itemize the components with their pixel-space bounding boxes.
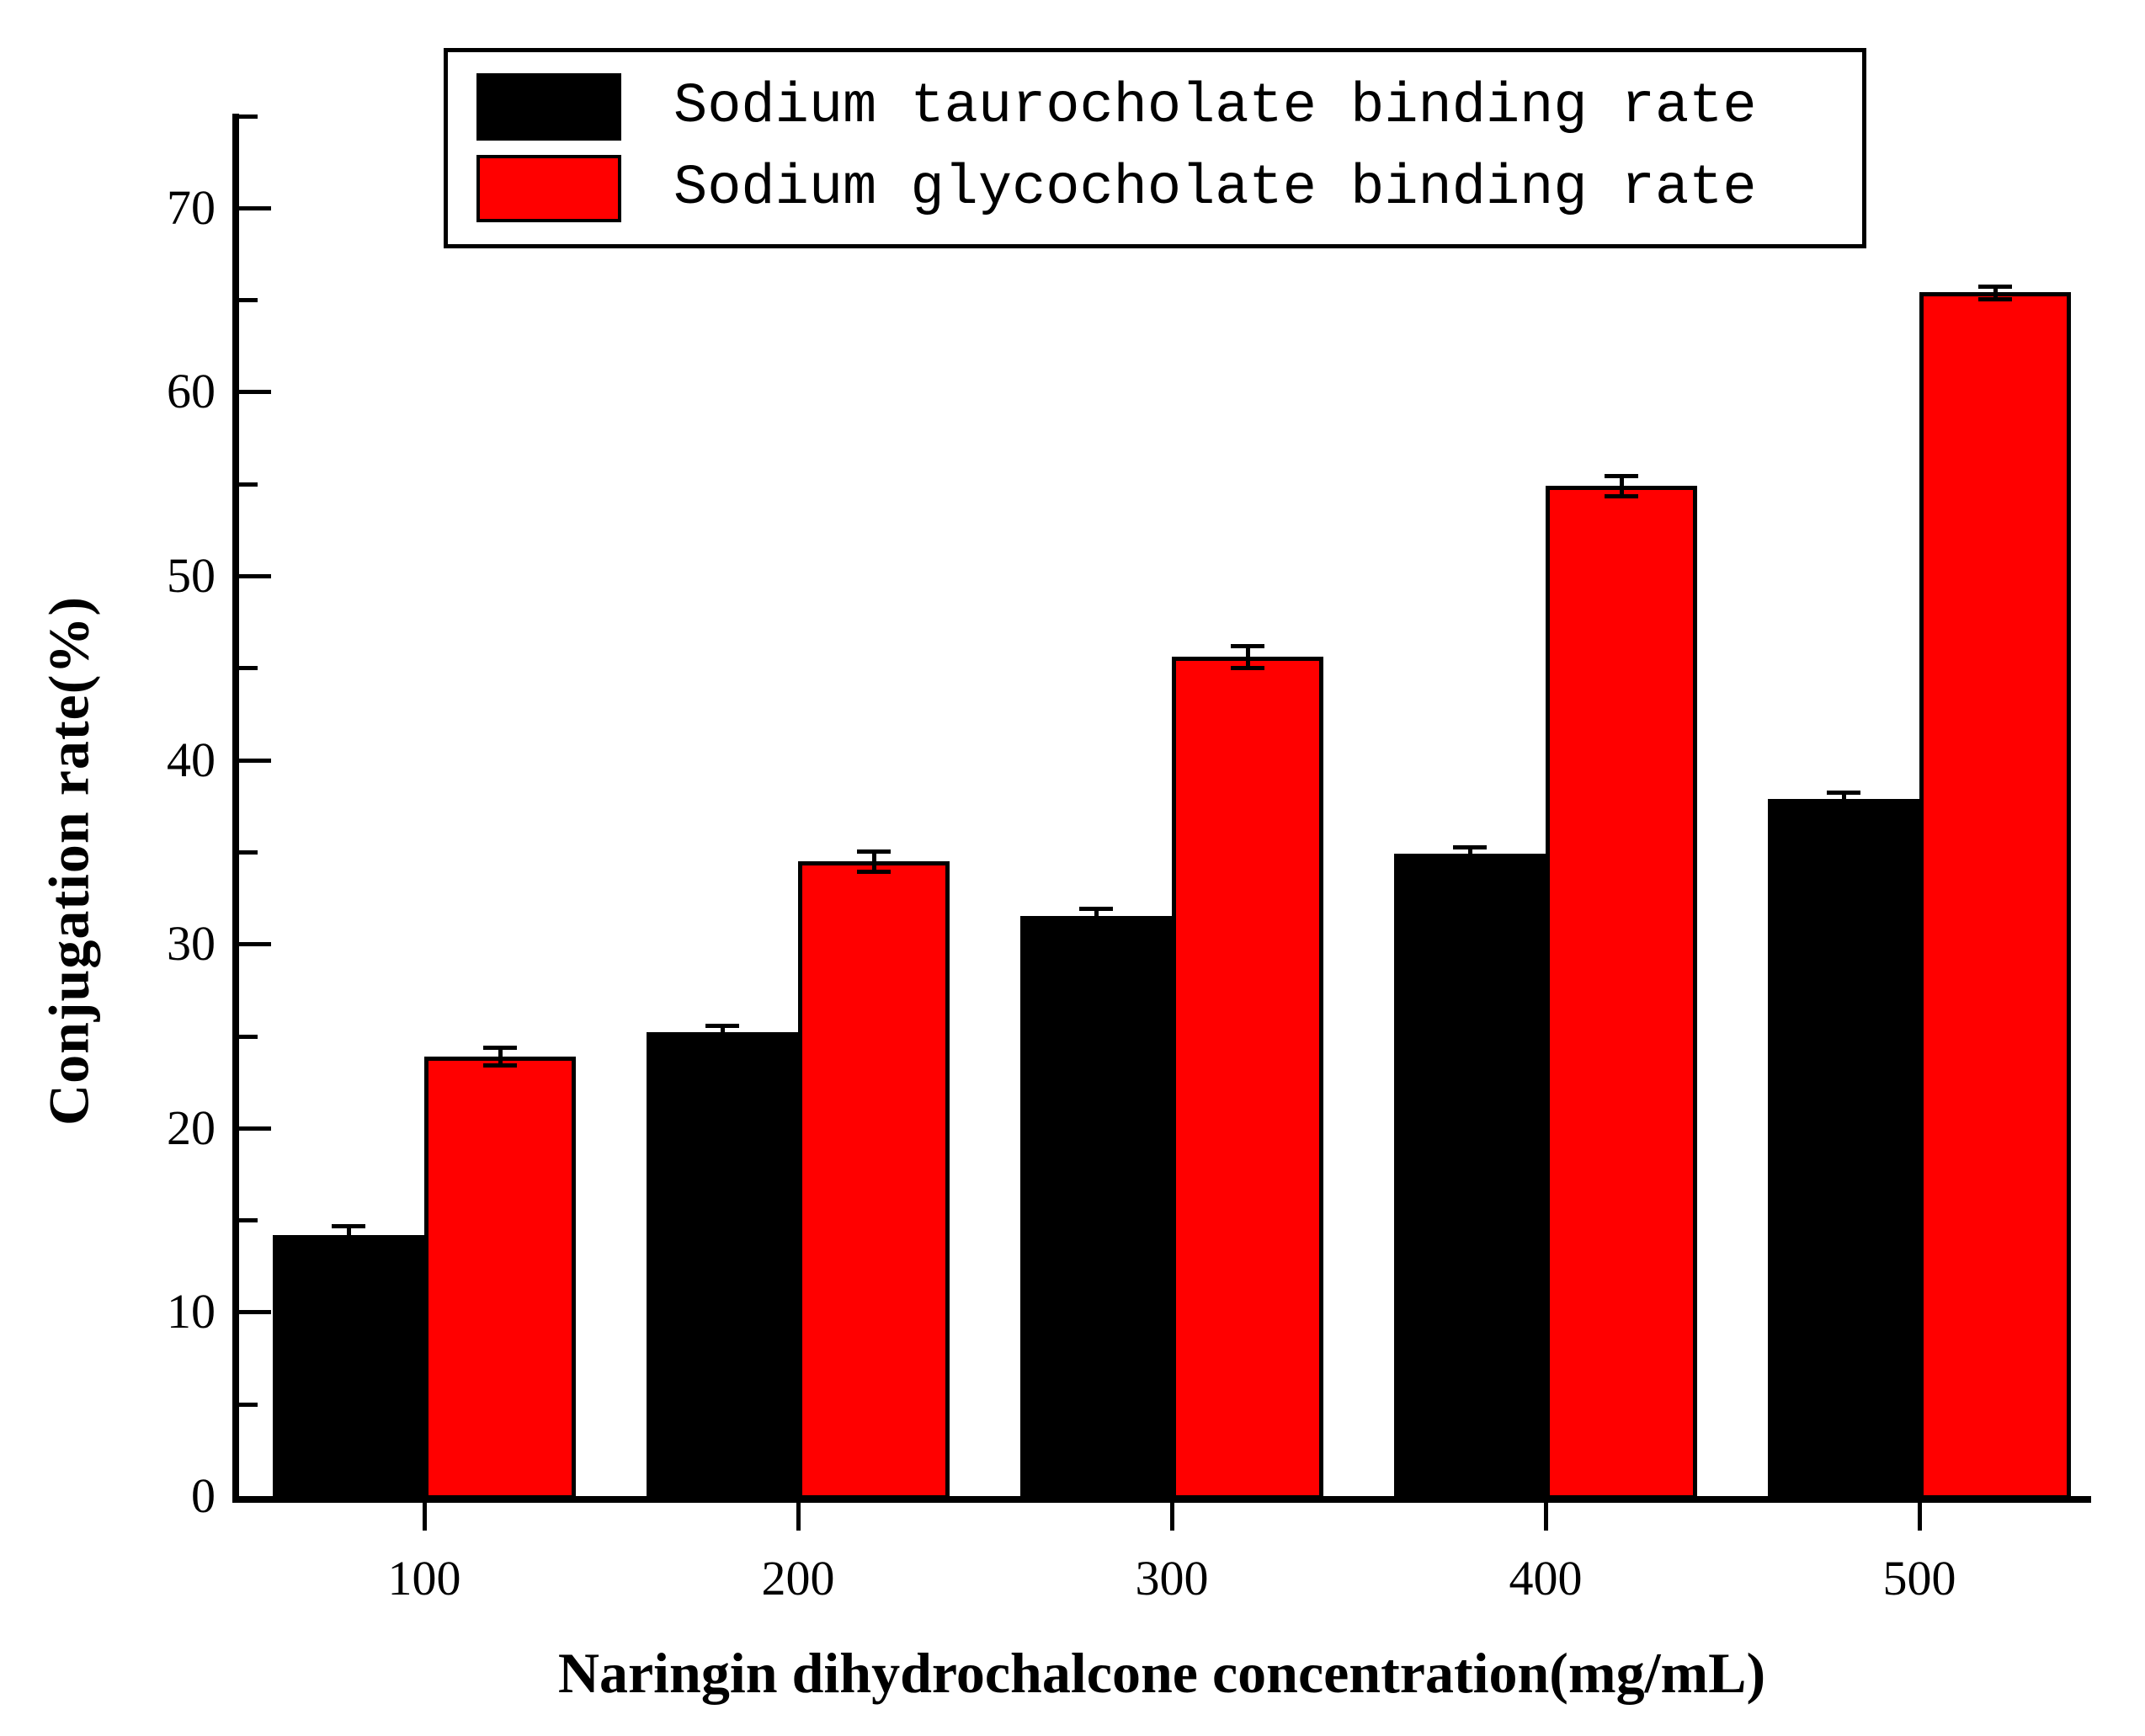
error-bar-stem-series1-cat300 (1094, 908, 1099, 924)
error-bar-cap-bottom-series1-cat200 (705, 1037, 739, 1041)
bar-series2-cat500 (1919, 292, 2071, 1499)
error-bar-cap-bottom-series2-cat100 (483, 1063, 517, 1068)
error-bar-cap-top-series1-cat200 (705, 1024, 739, 1028)
y-tick-label-30: 30 (167, 916, 216, 971)
x-tick-200 (796, 1502, 801, 1531)
y-minor-tick-15 (239, 1218, 258, 1222)
y-major-tick-20 (239, 1126, 271, 1131)
bar-series2-cat200 (798, 861, 950, 1499)
y-minor-tick-5 (239, 1403, 258, 1407)
error-bar-cap-top-series1-cat500 (1827, 791, 1860, 795)
error-bar-cap-bottom-series2-cat300 (1231, 666, 1264, 670)
y-minor-tick-65 (239, 298, 258, 302)
error-bar-cap-top-series1-cat400 (1453, 845, 1487, 849)
legend: Sodium taurocholate binding rate Sodium … (444, 48, 1866, 248)
error-bar-stem-series2-cat200 (871, 851, 876, 871)
y-minor-tick-75 (239, 114, 258, 119)
legend-swatch-black (476, 72, 621, 141)
error-bar-cap-top-series2-cat300 (1231, 644, 1264, 648)
bar-series2-cat400 (1546, 486, 1697, 1499)
bar-series1-cat200 (647, 1032, 798, 1499)
y-axis-line (232, 114, 239, 1502)
y-tick-label-60: 60 (167, 364, 216, 418)
y-tick-label-20: 20 (167, 1100, 216, 1155)
y-major-tick-10 (239, 1310, 271, 1314)
y-minor-tick-35 (239, 850, 258, 855)
bar-series1-cat400 (1394, 854, 1546, 1499)
y-tick-label-50: 50 (167, 548, 216, 603)
x-tick-400 (1543, 1502, 1548, 1531)
y-minor-tick-55 (239, 482, 258, 487)
error-bar-stem-series2-cat100 (498, 1047, 503, 1065)
y-major-tick-40 (239, 759, 271, 763)
x-tick-100 (422, 1502, 427, 1531)
bar-series2-cat300 (1172, 657, 1323, 1499)
y-axis-title: Conjugation rate(%) (36, 595, 101, 1126)
x-axis-line (232, 1496, 2091, 1503)
error-bar-cap-bottom-series2-cat400 (1605, 494, 1638, 498)
y-tick-label-70: 70 (167, 180, 216, 235)
error-bar-stem-series2-cat400 (1619, 476, 1624, 496)
error-bar-stem-series2-cat300 (1245, 646, 1250, 668)
y-tick-label-0: 0 (191, 1468, 216, 1523)
bar-series1-cat500 (1768, 799, 1919, 1499)
x-tick-label-400: 400 (1509, 1551, 1583, 1606)
x-tick-label-200: 200 (761, 1551, 835, 1606)
error-bar-cap-bottom-series1-cat300 (1079, 923, 1113, 927)
x-axis-title: Naringin dihydrochalcone concentration(m… (557, 1641, 1766, 1705)
y-major-tick-30 (239, 942, 271, 946)
error-bar-cap-top-series2-cat200 (857, 849, 891, 854)
y-tick-label-40: 40 (167, 732, 216, 787)
y-tick-label-10: 10 (167, 1284, 216, 1339)
legend-label-glycocholate: Sodium glycocholate binding rate (673, 156, 1757, 221)
bar-series2-cat100 (424, 1057, 576, 1499)
error-bar-cap-bottom-series1-cat400 (1453, 859, 1487, 863)
legend-row-taurocholate: Sodium taurocholate binding rate (476, 66, 1845, 147)
bar-series1-cat300 (1020, 916, 1172, 1499)
error-bar-cap-bottom-series2-cat200 (857, 870, 891, 874)
x-tick-500 (1917, 1502, 1922, 1531)
error-bar-stem-series1-cat200 (720, 1025, 725, 1039)
error-bar-cap-bottom-series2-cat500 (1978, 297, 2012, 301)
bar-series1-cat100 (273, 1235, 424, 1499)
x-tick-300 (1169, 1502, 1174, 1531)
x-tick-label-500: 500 (1882, 1551, 1956, 1606)
y-major-tick-60 (239, 390, 271, 394)
error-bar-stem-series1-cat100 (346, 1226, 351, 1244)
error-bar-stem-series1-cat500 (1841, 792, 1846, 805)
error-bar-cap-top-series2-cat100 (483, 1046, 517, 1050)
y-major-tick-50 (239, 574, 271, 578)
error-bar-cap-bottom-series1-cat500 (1827, 803, 1860, 807)
y-minor-tick-45 (239, 666, 258, 670)
error-bar-stem-series1-cat400 (1467, 847, 1472, 860)
error-bar-stem-series2-cat500 (1993, 286, 1998, 299)
error-bar-cap-top-series2-cat500 (1978, 285, 2012, 289)
error-bar-cap-bottom-series1-cat100 (332, 1243, 365, 1247)
y-major-tick-70 (239, 206, 271, 210)
y-minor-tick-25 (239, 1035, 258, 1039)
error-bar-cap-top-series1-cat100 (332, 1224, 365, 1228)
error-bar-cap-top-series1-cat300 (1079, 907, 1113, 911)
error-bar-cap-top-series2-cat400 (1605, 474, 1638, 478)
legend-label-taurocholate: Sodium taurocholate binding rate (673, 74, 1757, 139)
legend-row-glycocholate: Sodium glycocholate binding rate (476, 147, 1845, 229)
x-tick-label-300: 300 (1135, 1551, 1209, 1606)
x-tick-label-100: 100 (387, 1551, 461, 1606)
legend-swatch-red (476, 154, 621, 222)
